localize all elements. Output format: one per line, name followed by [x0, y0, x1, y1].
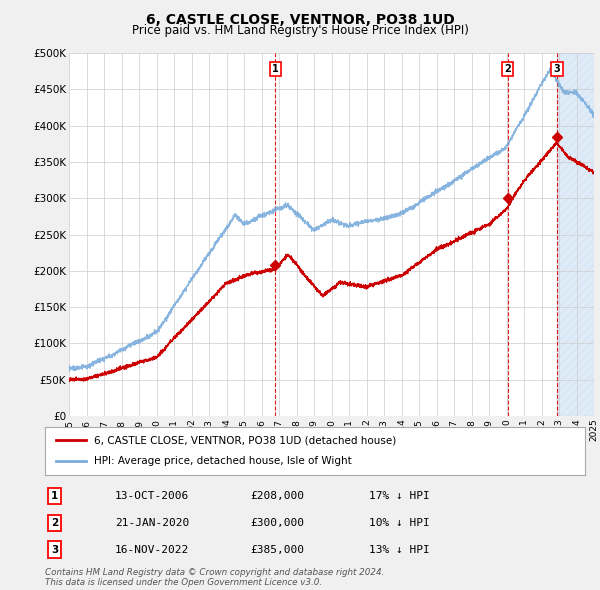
Text: 3: 3 — [554, 64, 560, 74]
Text: 1: 1 — [51, 491, 58, 501]
Text: 10% ↓ HPI: 10% ↓ HPI — [369, 518, 430, 527]
Text: £208,000: £208,000 — [250, 491, 304, 501]
Bar — [557, 53, 594, 416]
Text: £300,000: £300,000 — [250, 518, 304, 527]
Text: 6, CASTLE CLOSE, VENTNOR, PO38 1UD: 6, CASTLE CLOSE, VENTNOR, PO38 1UD — [146, 13, 454, 27]
Text: Price paid vs. HM Land Registry's House Price Index (HPI): Price paid vs. HM Land Registry's House … — [131, 24, 469, 37]
Text: 21-JAN-2020: 21-JAN-2020 — [115, 518, 190, 527]
Text: HPI: Average price, detached house, Isle of Wight: HPI: Average price, detached house, Isle… — [94, 457, 352, 467]
Text: £385,000: £385,000 — [250, 545, 304, 555]
Text: 6, CASTLE CLOSE, VENTNOR, PO38 1UD (detached house): 6, CASTLE CLOSE, VENTNOR, PO38 1UD (deta… — [94, 435, 396, 445]
Text: 1: 1 — [272, 64, 278, 74]
Text: 2: 2 — [504, 64, 511, 74]
Bar — [557, 53, 594, 416]
Text: 17% ↓ HPI: 17% ↓ HPI — [369, 491, 430, 501]
Text: 3: 3 — [51, 545, 58, 555]
Text: 16-NOV-2022: 16-NOV-2022 — [115, 545, 190, 555]
Text: 2: 2 — [51, 518, 58, 527]
Text: 13-OCT-2006: 13-OCT-2006 — [115, 491, 190, 501]
Text: 13% ↓ HPI: 13% ↓ HPI — [369, 545, 430, 555]
Text: Contains HM Land Registry data © Crown copyright and database right 2024.
This d: Contains HM Land Registry data © Crown c… — [45, 568, 385, 587]
